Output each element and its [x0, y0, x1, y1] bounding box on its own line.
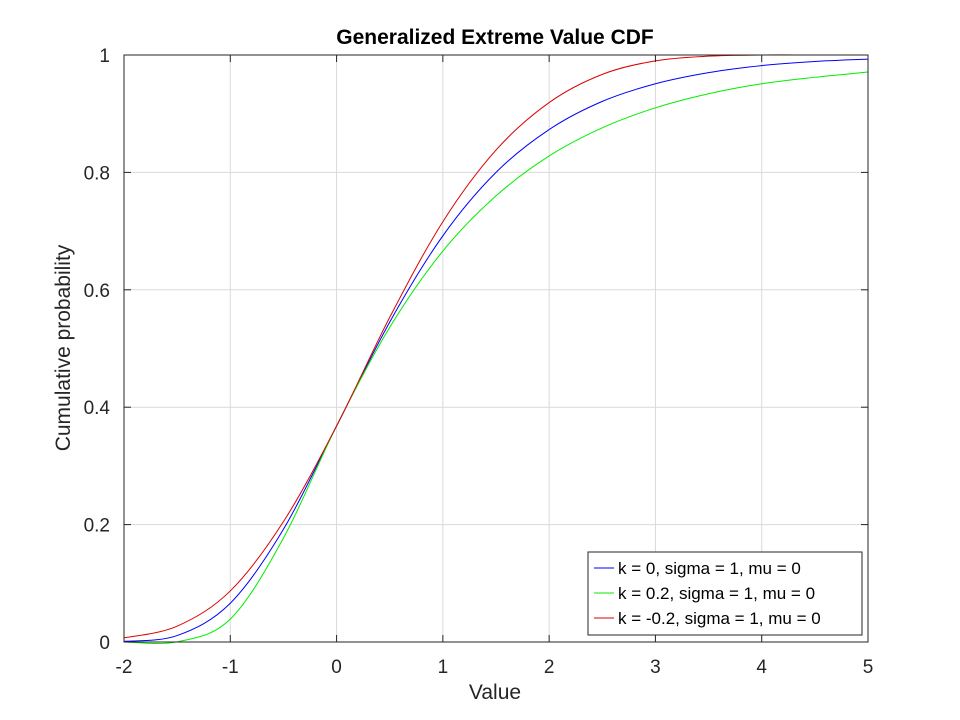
x-tick-label: 1 [438, 657, 449, 678]
x-tick-label: -1 [222, 657, 239, 678]
y-tick-label: 0.8 [84, 163, 110, 184]
legend-box [587, 551, 863, 636]
x-tick-label: 5 [863, 657, 874, 678]
legend-entry: k = 0.2, sigma = 1, mu = 0 [618, 584, 815, 603]
tick-marks [123, 54, 869, 643]
axes-box [123, 54, 869, 643]
x-axis-label: Value [469, 681, 521, 704]
series-line-0 [123, 58, 869, 642]
x-tick-label: 3 [650, 657, 661, 678]
x-tick-label: 4 [756, 657, 767, 678]
y-tick-label: 0.6 [84, 281, 110, 302]
series-line-2 [123, 54, 868, 639]
series-line-1 [123, 71, 869, 645]
y-tick-label: 0 [99, 633, 110, 654]
x-tick-label: 2 [544, 657, 555, 678]
y-tick-label: 0.4 [84, 398, 111, 419]
y-tick-label: 0.2 [84, 516, 110, 537]
chart-title: Generalized Extreme Value CDF [336, 26, 654, 49]
legend: k = 0, sigma = 1, mu = 0 k = 0.2, sigma =… [587, 551, 863, 636]
x-tick-label: -2 [116, 657, 133, 678]
legend-entry: k = -0.2, sigma = 1, mu = 0 [618, 609, 821, 628]
y-axis-label: Cumulative probability [52, 244, 75, 451]
x-tick-label: 0 [331, 657, 342, 678]
y-tick-labels: 0 0.2 0.4 0.6 0.8 1 [84, 46, 111, 654]
y-tick-label: 1 [99, 46, 110, 67]
legend-entry: k = 0, sigma = 1, mu = 0 [618, 559, 801, 578]
x-tick-labels: -2 -1 0 1 2 3 4 5 [116, 657, 874, 678]
